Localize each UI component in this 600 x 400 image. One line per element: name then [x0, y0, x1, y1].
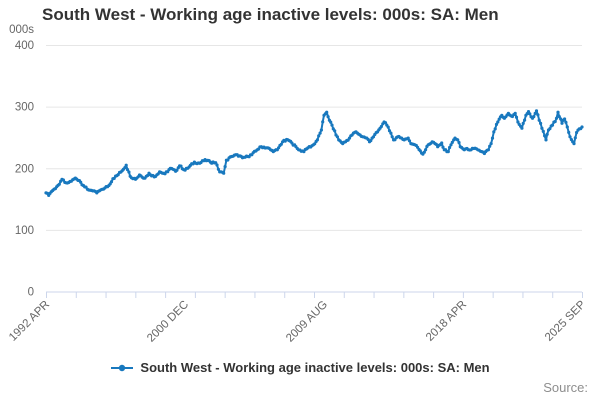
- svg-text:2018 APR: 2018 APR: [424, 299, 469, 344]
- chart-title: South West - Working age inactive levels…: [42, 5, 499, 24]
- svg-text:1992 APR: 1992 APR: [7, 299, 52, 344]
- series-south-west: [44, 109, 584, 197]
- y-axis-unit-label: 000s: [9, 24, 34, 36]
- svg-text:400: 400: [15, 40, 34, 52]
- source-label: Source:: [543, 380, 588, 395]
- svg-text:2009 AUG: 2009 AUG: [284, 299, 330, 345]
- svg-text:100: 100: [15, 225, 34, 237]
- svg-text:0: 0: [28, 287, 34, 299]
- x-axis-labels: 1992 APR 2000 DEC 2009 AUG 2018 APR 2025 SEP: [7, 298, 588, 344]
- series-line: [45, 109, 583, 197]
- svg-text:200: 200: [15, 163, 34, 175]
- y-axis-labels: 0 100 200 300 400 000s: [9, 24, 34, 299]
- legend-series-marker-icon: [111, 364, 134, 371]
- legend-series-label: South West - Working age inactive levels…: [140, 360, 490, 375]
- series-markers: [44, 109, 584, 197]
- line-chart-plot-area: 0 100 200 300 400 000s 1992 APR 2000 DEC 2009 AU…: [7, 24, 588, 345]
- svg-text:2025 SEP: 2025 SEP: [543, 298, 588, 343]
- legend[interactable]: South West - Working age inactive levels…: [0, 360, 600, 375]
- x-axis: [46, 291, 583, 298]
- svg-text:2000 DEC: 2000 DEC: [145, 299, 191, 345]
- svg-text:300: 300: [15, 102, 34, 114]
- y-gridlines: [46, 45, 582, 231]
